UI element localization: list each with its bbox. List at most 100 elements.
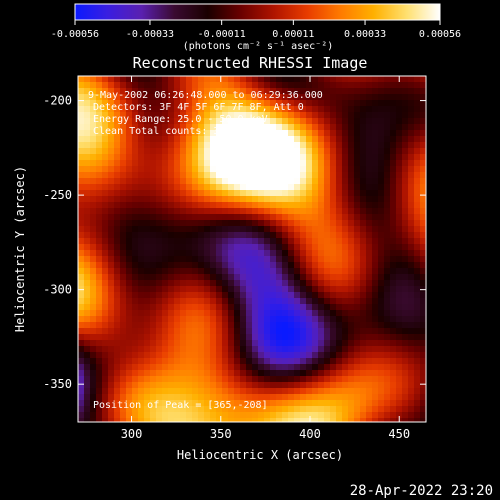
heatmap-cell [216, 340, 223, 347]
heatmap-cell [354, 214, 361, 221]
heatmap-cell [312, 238, 319, 245]
x-axis-label: Heliocentric X (arcsec) [177, 448, 343, 462]
annotation-detectors: Detectors: 3F 4F 5F 6F 7F 8F, Att 0 [93, 102, 304, 113]
heatmap-cell [294, 184, 301, 191]
heatmap-cell [180, 280, 187, 287]
heatmap-cell [408, 412, 415, 419]
heatmap-cell [198, 304, 205, 311]
heatmap-cell [396, 394, 403, 401]
heatmap-cell [120, 358, 127, 365]
heatmap-cell [240, 184, 247, 191]
heatmap-cell [348, 196, 355, 203]
heatmap-cell [366, 220, 373, 227]
heatmap-cell [360, 256, 367, 263]
heatmap-cell [228, 118, 235, 125]
heatmap-cell [192, 376, 199, 383]
heatmap-cell [168, 88, 175, 95]
heatmap-cell [186, 388, 193, 395]
heatmap-cell [384, 244, 391, 251]
heatmap-cell [228, 382, 235, 389]
heatmap-cell [300, 256, 307, 263]
heatmap-cell [342, 166, 349, 173]
heatmap-cell [222, 268, 229, 275]
heatmap-cell [156, 250, 163, 257]
heatmap-cell [366, 262, 373, 269]
heatmap-cell [348, 118, 355, 125]
heatmap-cell [264, 238, 271, 245]
heatmap-cell [114, 334, 121, 341]
heatmap-cell [198, 328, 205, 335]
heatmap-cell [330, 76, 337, 83]
heatmap-cell [390, 316, 397, 323]
heatmap-cell [354, 304, 361, 311]
heatmap-cell [354, 76, 361, 83]
heatmap-cell [372, 172, 379, 179]
heatmap-cell [408, 190, 415, 197]
heatmap-cell [294, 118, 301, 125]
heatmap-cell [90, 376, 97, 383]
heatmap-cell [84, 88, 91, 95]
heatmap-cell [126, 202, 133, 209]
heatmap-cell [330, 406, 337, 413]
heatmap-cell [264, 262, 271, 269]
heatmap-cell [408, 250, 415, 257]
heatmap-cell [108, 214, 115, 221]
heatmap-cell [420, 124, 426, 131]
heatmap-cell [114, 316, 121, 323]
heatmap-cell [222, 310, 229, 317]
heatmap-cell [402, 178, 409, 185]
heatmap-cell [174, 232, 181, 239]
heatmap-cell [336, 382, 343, 389]
heatmap-cell [330, 364, 337, 371]
heatmap-cell [270, 274, 277, 281]
heatmap-cell [204, 352, 211, 359]
heatmap-cell [384, 196, 391, 203]
heatmap-cell [156, 358, 163, 365]
heatmap-cell [210, 226, 217, 233]
heatmap-cell [138, 340, 145, 347]
heatmap-cell [360, 274, 367, 281]
heatmap-cell [90, 214, 97, 221]
heatmap-cell [114, 178, 121, 185]
heatmap-cell [414, 274, 421, 281]
heatmap-cell [120, 400, 127, 407]
heatmap-cell [78, 148, 85, 155]
heatmap-cell [372, 124, 379, 131]
heatmap-cell [84, 262, 91, 269]
heatmap-cell [294, 172, 301, 179]
heatmap-cell [330, 154, 337, 161]
heatmap-cell [414, 124, 421, 131]
heatmap-cell [258, 88, 265, 95]
heatmap-cell [84, 334, 91, 341]
heatmap-cell [270, 334, 277, 341]
heatmap-cell [276, 226, 283, 233]
heatmap-cell [414, 118, 421, 125]
heatmap-cell [132, 382, 139, 389]
heatmap-cell [378, 238, 385, 245]
heatmap-cell [306, 202, 313, 209]
heatmap-cell [210, 202, 217, 209]
heatmap-cell [132, 268, 139, 275]
heatmap-cell [210, 208, 217, 215]
heatmap-cell [252, 166, 259, 173]
heatmap-cell [378, 280, 385, 287]
heatmap-cell [162, 214, 169, 221]
heatmap-cell [222, 394, 229, 401]
heatmap-cell [84, 358, 91, 365]
heatmap-cell [90, 148, 97, 155]
heatmap-cell [396, 292, 403, 299]
heatmap-cell [288, 142, 295, 149]
heatmap-cell [144, 334, 151, 341]
heatmap-cell [168, 418, 175, 422]
heatmap-cell [372, 406, 379, 413]
heatmap-cell [180, 100, 187, 107]
heatmap-cell [180, 148, 187, 155]
heatmap-cell [138, 274, 145, 281]
heatmap-cell [132, 88, 139, 95]
heatmap-cell [414, 352, 421, 359]
heatmap-cell [354, 262, 361, 269]
heatmap-cell [294, 88, 301, 95]
heatmap-cell [396, 184, 403, 191]
heatmap-cell [396, 202, 403, 209]
heatmap-cell [384, 340, 391, 347]
